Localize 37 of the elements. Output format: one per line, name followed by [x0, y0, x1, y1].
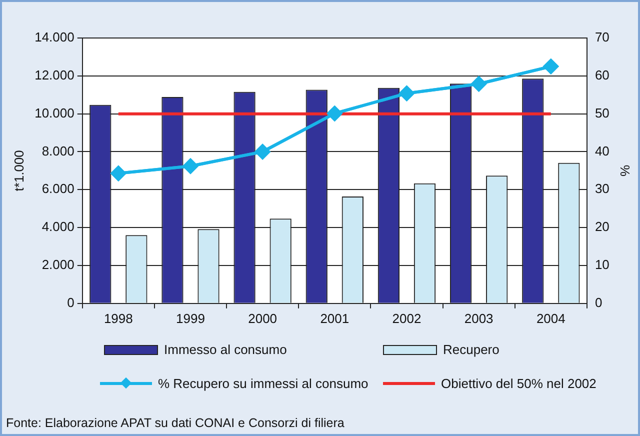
- x-tick-label: 2003: [464, 310, 494, 326]
- y-tick-label: 0: [67, 294, 74, 310]
- y2-tick-label: 70: [594, 30, 610, 45]
- y-tick-label: 10.000: [34, 105, 74, 120]
- y2-tick-label: 40: [594, 143, 610, 158]
- x-tick-label: 1999: [176, 310, 205, 326]
- x-tick-label: 2004: [536, 310, 566, 326]
- y2-tick-label: 10: [594, 257, 610, 272]
- legend-label: % Recupero su immessi al consumo: [158, 376, 368, 391]
- legend-label: Immesso al consumo: [164, 342, 287, 357]
- y-tick-label: 6.000: [42, 181, 74, 196]
- y2-axis-title: %: [618, 164, 633, 177]
- y2-tick-label: 50: [594, 105, 610, 120]
- y2-tick-label: 60: [594, 67, 610, 82]
- point: [327, 106, 342, 121]
- point: [255, 144, 270, 160]
- legend-label: Obiettivo del 50% nel 2002: [441, 376, 596, 391]
- y2-tick-label: 30: [594, 181, 610, 196]
- legend-label: Recupero: [443, 342, 500, 357]
- x-tick-label: 2002: [392, 310, 422, 326]
- y2-tick-label: 20: [594, 219, 610, 234]
- point: [110, 166, 126, 181]
- y-tick-label: 12.000: [34, 67, 74, 82]
- y-tick-label: 8.000: [42, 143, 74, 158]
- y-axis-title: t*1.000: [11, 150, 26, 192]
- y-tick-label: 2.000: [42, 257, 74, 272]
- source-note: Fonte: Elaborazione APAT su dati CONAI e Consorzi di filiera: [6, 416, 344, 430]
- point: [471, 76, 486, 92]
- x-tick-label: 1998: [104, 310, 133, 326]
- y2-tick-label: 0: [594, 294, 602, 310]
- x-tick-label: 2001: [320, 310, 350, 326]
- point: [399, 86, 414, 101]
- y-tick-label: 14.000: [34, 30, 74, 45]
- point: [182, 158, 198, 174]
- x-tick-label: 2000: [248, 310, 278, 326]
- y-tick-label: 4.000: [42, 219, 74, 234]
- point: [543, 58, 558, 74]
